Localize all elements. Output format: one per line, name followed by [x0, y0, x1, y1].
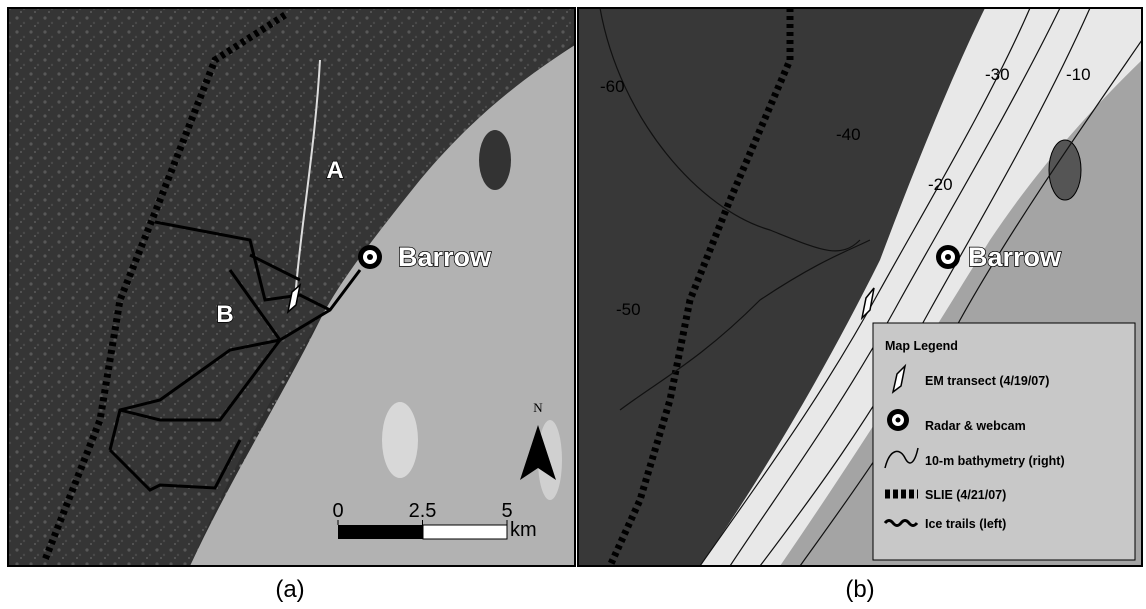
- contour-label: -20: [928, 175, 953, 194]
- legend-item: 10-m bathymetry (right): [925, 454, 1065, 468]
- legend-title: Map Legend: [885, 339, 958, 353]
- label-b: B: [216, 301, 233, 328]
- caption: (a): [275, 576, 304, 603]
- north-label: N: [533, 400, 543, 415]
- contour-label: -10: [1066, 65, 1091, 84]
- contour-label: -50: [616, 300, 641, 319]
- contour-label: -60: [600, 77, 625, 96]
- caption: (b): [845, 576, 874, 603]
- label-a: A: [326, 157, 343, 184]
- place-label: Barrow: [398, 242, 492, 272]
- scale-unit: km: [510, 519, 537, 541]
- scale-bar-dark: [338, 525, 423, 539]
- contour-label: -30: [985, 65, 1010, 84]
- scale-bar-light: [423, 525, 507, 539]
- legend-item: SLIE (4/21/07): [925, 488, 1006, 502]
- legend-item: EM transect (4/19/07): [925, 374, 1049, 388]
- figure: A B Barrow N 02.55 km -60 -50 -40 -30 -2…: [0, 0, 1146, 609]
- place-label: Barrow: [968, 242, 1062, 272]
- legend-item: Radar & webcam: [925, 419, 1026, 433]
- contour-label: -40: [836, 125, 861, 144]
- scale-tick-label: 2.5: [409, 500, 437, 522]
- panel-a: [8, 8, 575, 566]
- legend-item: Ice trails (left): [925, 517, 1006, 531]
- scale-tick-label: 0: [332, 500, 343, 522]
- legend: Map Legend EM transect (4/19/07) Radar &…: [873, 323, 1135, 560]
